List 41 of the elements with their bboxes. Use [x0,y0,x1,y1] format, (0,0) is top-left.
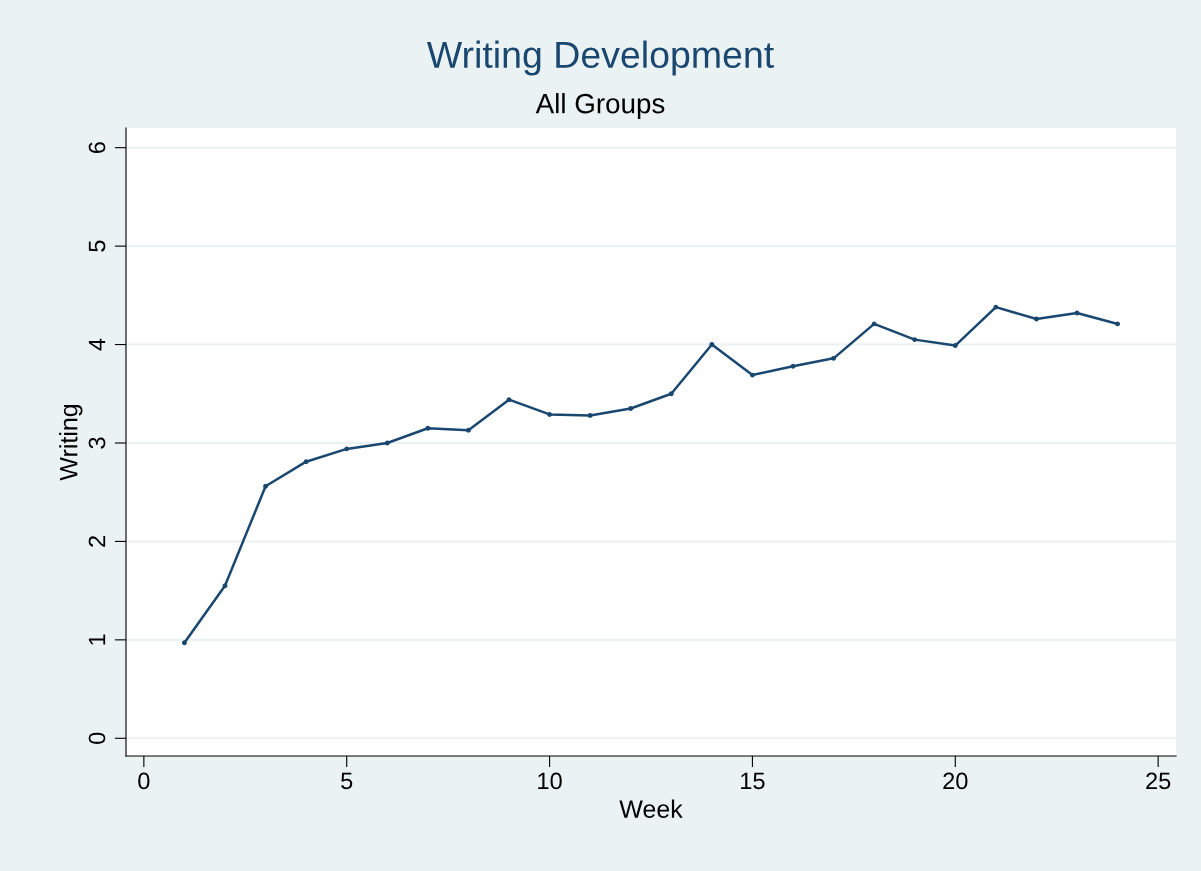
chart-title: Writing Development [426,40,774,76]
point [952,343,958,348]
point [222,583,228,589]
point [1034,316,1039,322]
point [263,483,268,489]
x-tick-label: 10 [538,772,562,790]
point [1074,310,1080,316]
y-tick-label: 2 [88,536,106,547]
point [506,397,512,403]
point [384,440,390,446]
x-tick-label: 5 [341,772,353,790]
point [547,412,553,417]
point [709,342,715,347]
point [668,391,674,397]
y-tick-label: 0 [88,732,106,744]
point [628,406,634,411]
point [993,304,999,310]
x-tick-label: 25 [1146,772,1171,790]
point [181,640,187,646]
y-tick-label: 5 [88,240,106,252]
x-tick-label: 20 [943,772,968,790]
point [831,355,837,361]
point [465,427,471,433]
y-axis-title: Writing [59,404,83,481]
x-tick-label: 15 [741,772,765,790]
point [749,372,755,378]
y-tick-label: 6 [88,142,106,154]
point [303,459,309,465]
y-tick-label: 4 [88,338,106,351]
point [871,321,877,327]
point [587,412,593,418]
point [344,446,350,452]
point [912,337,918,343]
y-tick-label: 1 [88,634,106,645]
point [1115,321,1121,327]
point [425,425,431,431]
x-tick-label: 0 [138,772,150,790]
point [790,363,796,369]
y-tick-label: 3 [88,437,106,449]
chart-subtitle: All Groups [535,93,665,119]
x-axis-title: Week [619,799,683,818]
